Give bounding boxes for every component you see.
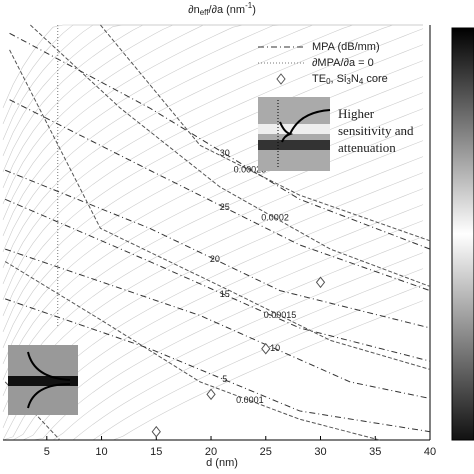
background-line — [2, 172, 424, 441]
background-line — [2, 76, 424, 348]
contour-label: 25 — [220, 202, 230, 212]
background-line — [3, 252, 424, 441]
x-tick-label: 15 — [150, 446, 162, 458]
background-line — [2, 124, 424, 396]
data-point — [151, 425, 161, 438]
legend-part: 0 — [326, 77, 331, 86]
title-part: /∂a (nm — [208, 4, 245, 16]
legend-label: ∂MPA/∂a = 0 — [312, 57, 374, 69]
x-tick-label: 5 — [44, 446, 50, 458]
inset-band — [258, 140, 330, 150]
legend-label: MPA (dB/mm) — [312, 41, 380, 53]
annotation-line: attenuation — [338, 140, 396, 155]
background-line — [2, 156, 424, 428]
contour-line — [4, 261, 380, 441]
legend-part: 4 — [359, 77, 364, 86]
contour-line — [5, 298, 431, 433]
x-axis-label: d (nm) — [206, 457, 238, 469]
x-tick-label: 10 — [95, 446, 107, 458]
contour-line — [30, 24, 431, 287]
x-tick-label: 40 — [424, 446, 436, 458]
background-contours — [2, 24, 424, 441]
x-tick-label: 20 — [205, 446, 217, 458]
inset-curve — [27, 351, 71, 409]
legend-marker — [276, 73, 286, 85]
legend-label: TE0, Si3N4 core — [312, 73, 388, 86]
contour-line — [9, 32, 431, 250]
contour-label: 0.00015 — [264, 310, 297, 320]
background-line — [2, 28, 424, 300]
colorbar — [451, 27, 474, 441]
background-line — [2, 24, 423, 284]
contour-line — [9, 99, 431, 292]
background-line — [2, 24, 423, 268]
chart-title: ∂neff/∂a (nm-1) — [188, 1, 256, 17]
data-point — [261, 342, 271, 355]
title-part: -1 — [245, 1, 253, 10]
contour-label: 0.0002 — [261, 212, 289, 222]
x-tick-label: 35 — [369, 446, 381, 458]
legend: MPA (dB/mm) ∂MPA/∂a = 0 TE0, Si3N4 core — [258, 41, 388, 86]
inset-band — [8, 376, 78, 386]
legend-part: , Si — [331, 73, 347, 85]
contour-line — [5, 169, 431, 329]
contour-label: 20 — [210, 254, 220, 264]
contour-label: 10 — [270, 343, 280, 353]
legend-part: N — [351, 73, 359, 85]
legend-part: 3 — [346, 77, 351, 86]
contour-label: 0.0001 — [236, 395, 264, 405]
x-tick-label: 25 — [260, 446, 272, 458]
contour-line — [4, 198, 431, 362]
data-point — [315, 276, 326, 289]
contour-label: 30 — [220, 148, 230, 158]
background-line — [2, 44, 424, 316]
contour-line — [100, 24, 431, 242]
legend-part: TE — [312, 73, 326, 85]
background-line — [2, 140, 424, 412]
contour-line — [9, 49, 431, 370]
data-point — [206, 388, 216, 401]
annotation-line: sensitivity and — [338, 123, 414, 138]
title-part: ) — [252, 4, 256, 16]
plot-area: 5 10 15 20 25 30 35 400.000230.00020.000150.000… — [3, 24, 436, 458]
background-line — [2, 108, 424, 380]
inset-curve — [279, 109, 331, 143]
background-line — [2, 60, 424, 332]
inset-band — [258, 124, 330, 134]
contour-line — [5, 248, 431, 399]
title-part: eff — [200, 8, 210, 17]
background-line — [2, 92, 424, 364]
legend-part: core — [363, 73, 387, 85]
contour-label: 15 — [220, 289, 230, 299]
contour-label: 5 — [222, 374, 227, 384]
x-tick-label: 30 — [314, 446, 326, 458]
annotation-line: Higher — [338, 106, 375, 121]
title-part: ∂n — [188, 4, 200, 16]
annotation: Higher sensitivity and attenuation — [338, 106, 414, 155]
contour-label: 0.00023 — [234, 165, 267, 175]
